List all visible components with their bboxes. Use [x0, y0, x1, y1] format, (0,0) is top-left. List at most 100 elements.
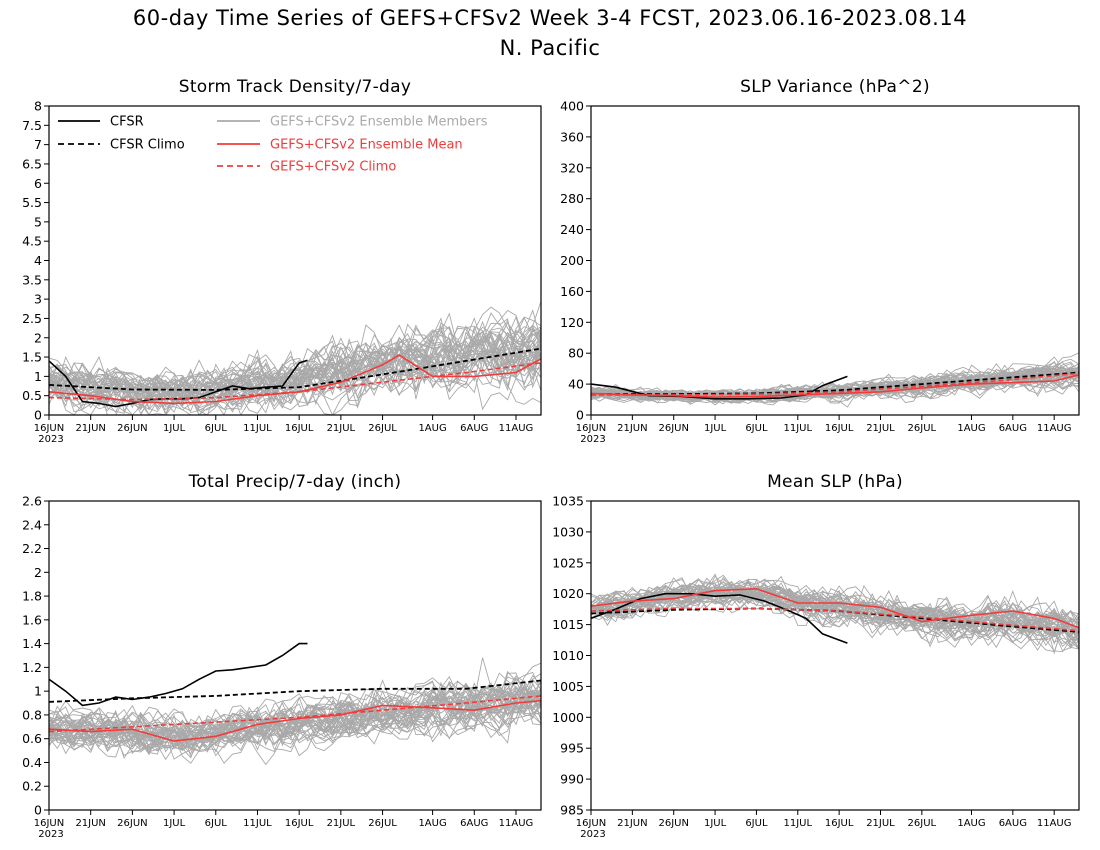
ensemble-member-line	[591, 582, 1079, 637]
plot-frame	[48, 105, 542, 416]
ensemble-member-line	[591, 366, 1079, 402]
x-tick-label: 16JUL	[285, 818, 314, 829]
y-tick-label: 1000	[552, 710, 584, 725]
y-tick-label: 40	[568, 377, 584, 392]
series-gefs-cfsv2-climo	[591, 372, 1079, 396]
ensemble-member-line	[49, 344, 541, 404]
year-label: 2023	[38, 829, 63, 840]
x-tick-label: 21JUL	[866, 818, 895, 829]
y-tick-label: 0.6	[22, 731, 42, 746]
x-tick-label: 21JUL	[327, 818, 356, 829]
ensemble-member-line	[49, 690, 541, 753]
y-tick-label: 1015	[552, 617, 584, 632]
y-tick-label: 0.2	[22, 779, 42, 794]
y-tick-label: 160	[560, 284, 584, 299]
x-tick-label: 6JUL	[205, 818, 228, 829]
panel-title: Total Precip/7-day (inch)	[188, 472, 402, 492]
y-tick-label: 4.5	[22, 234, 42, 249]
series-gefs-cfsv2-ensemble-mean	[591, 374, 1079, 399]
x-tick-label: 21JUL	[327, 423, 356, 434]
ensemble-member-line	[591, 586, 1079, 642]
series-gefs-cfsv2-ensemble-mean	[49, 699, 541, 742]
y-tick-label: 985	[560, 803, 584, 818]
region-subtitle: N. Pacific	[499, 36, 601, 60]
panel-title: Mean SLP (hPa)	[767, 472, 903, 492]
ensemble-member-line	[591, 584, 1079, 652]
y-tick-label: 1010	[552, 648, 584, 663]
y-tick-label: 5	[34, 214, 42, 229]
x-tick-label: 26JUN	[658, 423, 688, 434]
y-tick-label: 995	[560, 741, 584, 756]
x-tick-label: 26JUN	[117, 423, 147, 434]
x-tick-label: 1JUL	[163, 818, 186, 829]
x-tick-label: 1AUG	[957, 818, 985, 829]
ensemble-member-line	[49, 690, 541, 748]
panel-title: Storm Track Density/7-day	[179, 77, 411, 97]
x-tick-label: 16JUL	[285, 423, 314, 434]
y-tick-label: 0.4	[22, 755, 42, 770]
y-tick-label: 1.8	[22, 589, 42, 604]
x-tick-label: 6AUG	[999, 423, 1027, 434]
legend-cfsr-label: CFSR	[110, 115, 144, 130]
panel-title: SLP Variance (hPa^2)	[740, 77, 930, 97]
x-tick-label: 21JUN	[617, 423, 647, 434]
series-gefs-cfsv2-climo	[49, 695, 541, 733]
y-tick-label: 80	[568, 346, 584, 361]
y-tick-label: 2	[34, 330, 42, 345]
y-tick-label: 200	[560, 253, 584, 268]
series-cfsr-climo	[49, 347, 541, 391]
plot-area	[591, 573, 1079, 655]
panel-3: Mean SLP (hPa) 985 990 995 1000 1005 1010 1015 1…	[552, 472, 1080, 840]
y-tick-label: 7.5	[22, 118, 42, 133]
series-gefs-cfsv2-climo	[591, 607, 1079, 632]
y-tick-label: 2.4	[22, 517, 42, 532]
y-tick-label: 1020	[552, 586, 584, 601]
x-tick-label: 26JUL	[368, 818, 397, 829]
y-tick-label: 4	[34, 253, 42, 268]
plot-frame	[48, 500, 542, 811]
x-tick-label: 1AUG	[418, 818, 446, 829]
x-tick-label: 16JUL	[825, 818, 854, 829]
y-tick-label: 2	[34, 565, 42, 580]
x-tick-label: 26JUL	[908, 423, 937, 434]
y-tick-label: 1.2	[22, 660, 42, 675]
x-tick-label: 1AUG	[418, 423, 446, 434]
ensemble-member-line	[49, 330, 541, 407]
legend-cfsr-climo-label: CFSR Climo	[110, 138, 185, 153]
y-tick-label: 1.5	[22, 350, 42, 365]
y-tick-label: 1025	[552, 555, 584, 570]
x-tick-label: 26JUL	[368, 423, 397, 434]
y-tick-label: 1030	[552, 524, 584, 539]
series-cfsr	[49, 359, 308, 408]
year-label: 2023	[38, 434, 63, 445]
y-tick-label: 1	[34, 369, 42, 384]
x-tick-label: 26JUN	[658, 818, 688, 829]
y-tick-label: 280	[560, 191, 584, 206]
plot-frame	[590, 105, 1080, 416]
y-tick-label: 360	[560, 129, 584, 144]
panel-0: Storm Track Density/7-day 0 0.5 1 1.5 2 2.5 3 3.…	[22, 77, 542, 445]
legend-gefs-climo-label: GEFS+CFSv2 Climo	[270, 160, 396, 175]
x-tick-label: 26JUN	[117, 818, 147, 829]
y-tick-label: 0	[34, 408, 42, 423]
x-tick-label: 21JUN	[75, 423, 105, 434]
x-tick-label: 26JUL	[908, 818, 937, 829]
series-gefs-cfsv2-ensemble-mean	[49, 354, 541, 405]
y-tick-label: 1.4	[22, 636, 42, 651]
plot-area	[591, 352, 1079, 408]
ensemble-member-line	[591, 579, 1079, 645]
x-tick-label: 1JUL	[163, 423, 186, 434]
series-gefs-cfsv2-climo	[49, 362, 541, 401]
y-tick-label: 120	[560, 315, 584, 330]
y-tick-label: 2.2	[22, 541, 42, 556]
x-tick-label: 11JUL	[783, 818, 812, 829]
ensemble-member-line	[49, 682, 541, 751]
legend-members-label: GEFS+CFSv2 Ensemble Members	[270, 115, 488, 130]
x-tick-label: 11AUG	[1037, 818, 1072, 829]
x-tick-label: 6AUG	[999, 818, 1027, 829]
x-tick-label: 6JUL	[745, 423, 768, 434]
y-tick-label: 1.6	[22, 612, 42, 627]
legend-ensemble-mean-label: GEFS+CFSv2 Ensemble Mean	[270, 138, 463, 153]
x-tick-label: 11JUL	[783, 423, 812, 434]
